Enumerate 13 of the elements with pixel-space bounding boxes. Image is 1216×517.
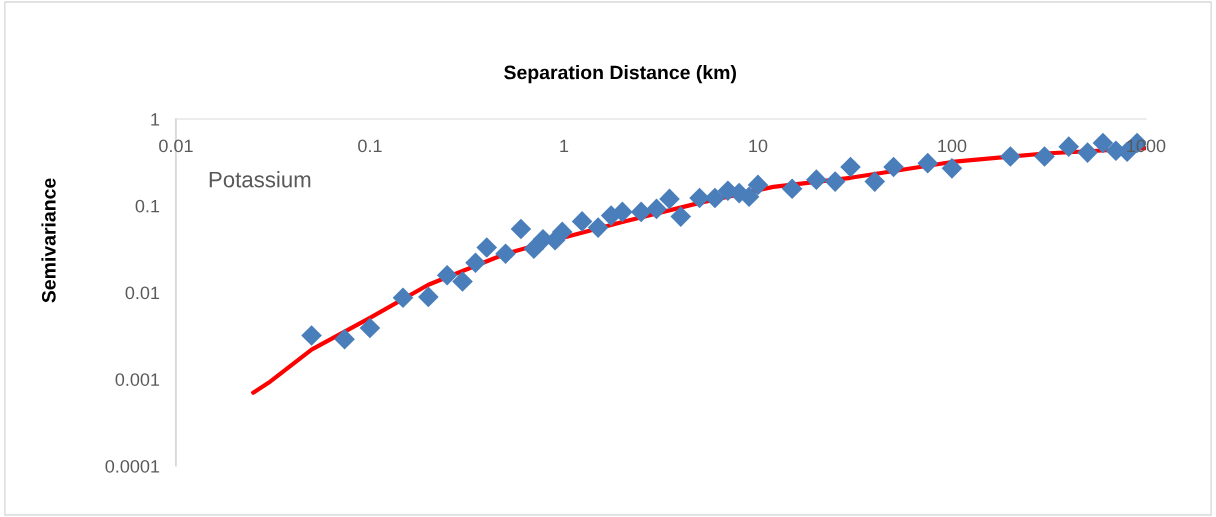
x-tick-label: 10 bbox=[749, 139, 768, 153]
x-tick-label: 100 bbox=[938, 139, 967, 153]
y-tick-label: 1 bbox=[151, 113, 160, 126]
y-tick-label: 0.0001 bbox=[105, 459, 160, 473]
annotation: Potassium bbox=[209, 171, 311, 188]
y-tick-label: 0.1 bbox=[135, 199, 160, 213]
y-axis-title: Semivariance bbox=[41, 178, 56, 303]
y-tick-label: 0.001 bbox=[115, 373, 160, 386]
x-tick-label: 0.1 bbox=[358, 139, 382, 153]
x-axis-title: Separation Distance (km) bbox=[504, 65, 736, 84]
y-tick-label: 0.01 bbox=[125, 286, 160, 300]
x-tick-label: 0.01 bbox=[159, 139, 193, 153]
x-tick-label: 1 bbox=[560, 139, 569, 153]
